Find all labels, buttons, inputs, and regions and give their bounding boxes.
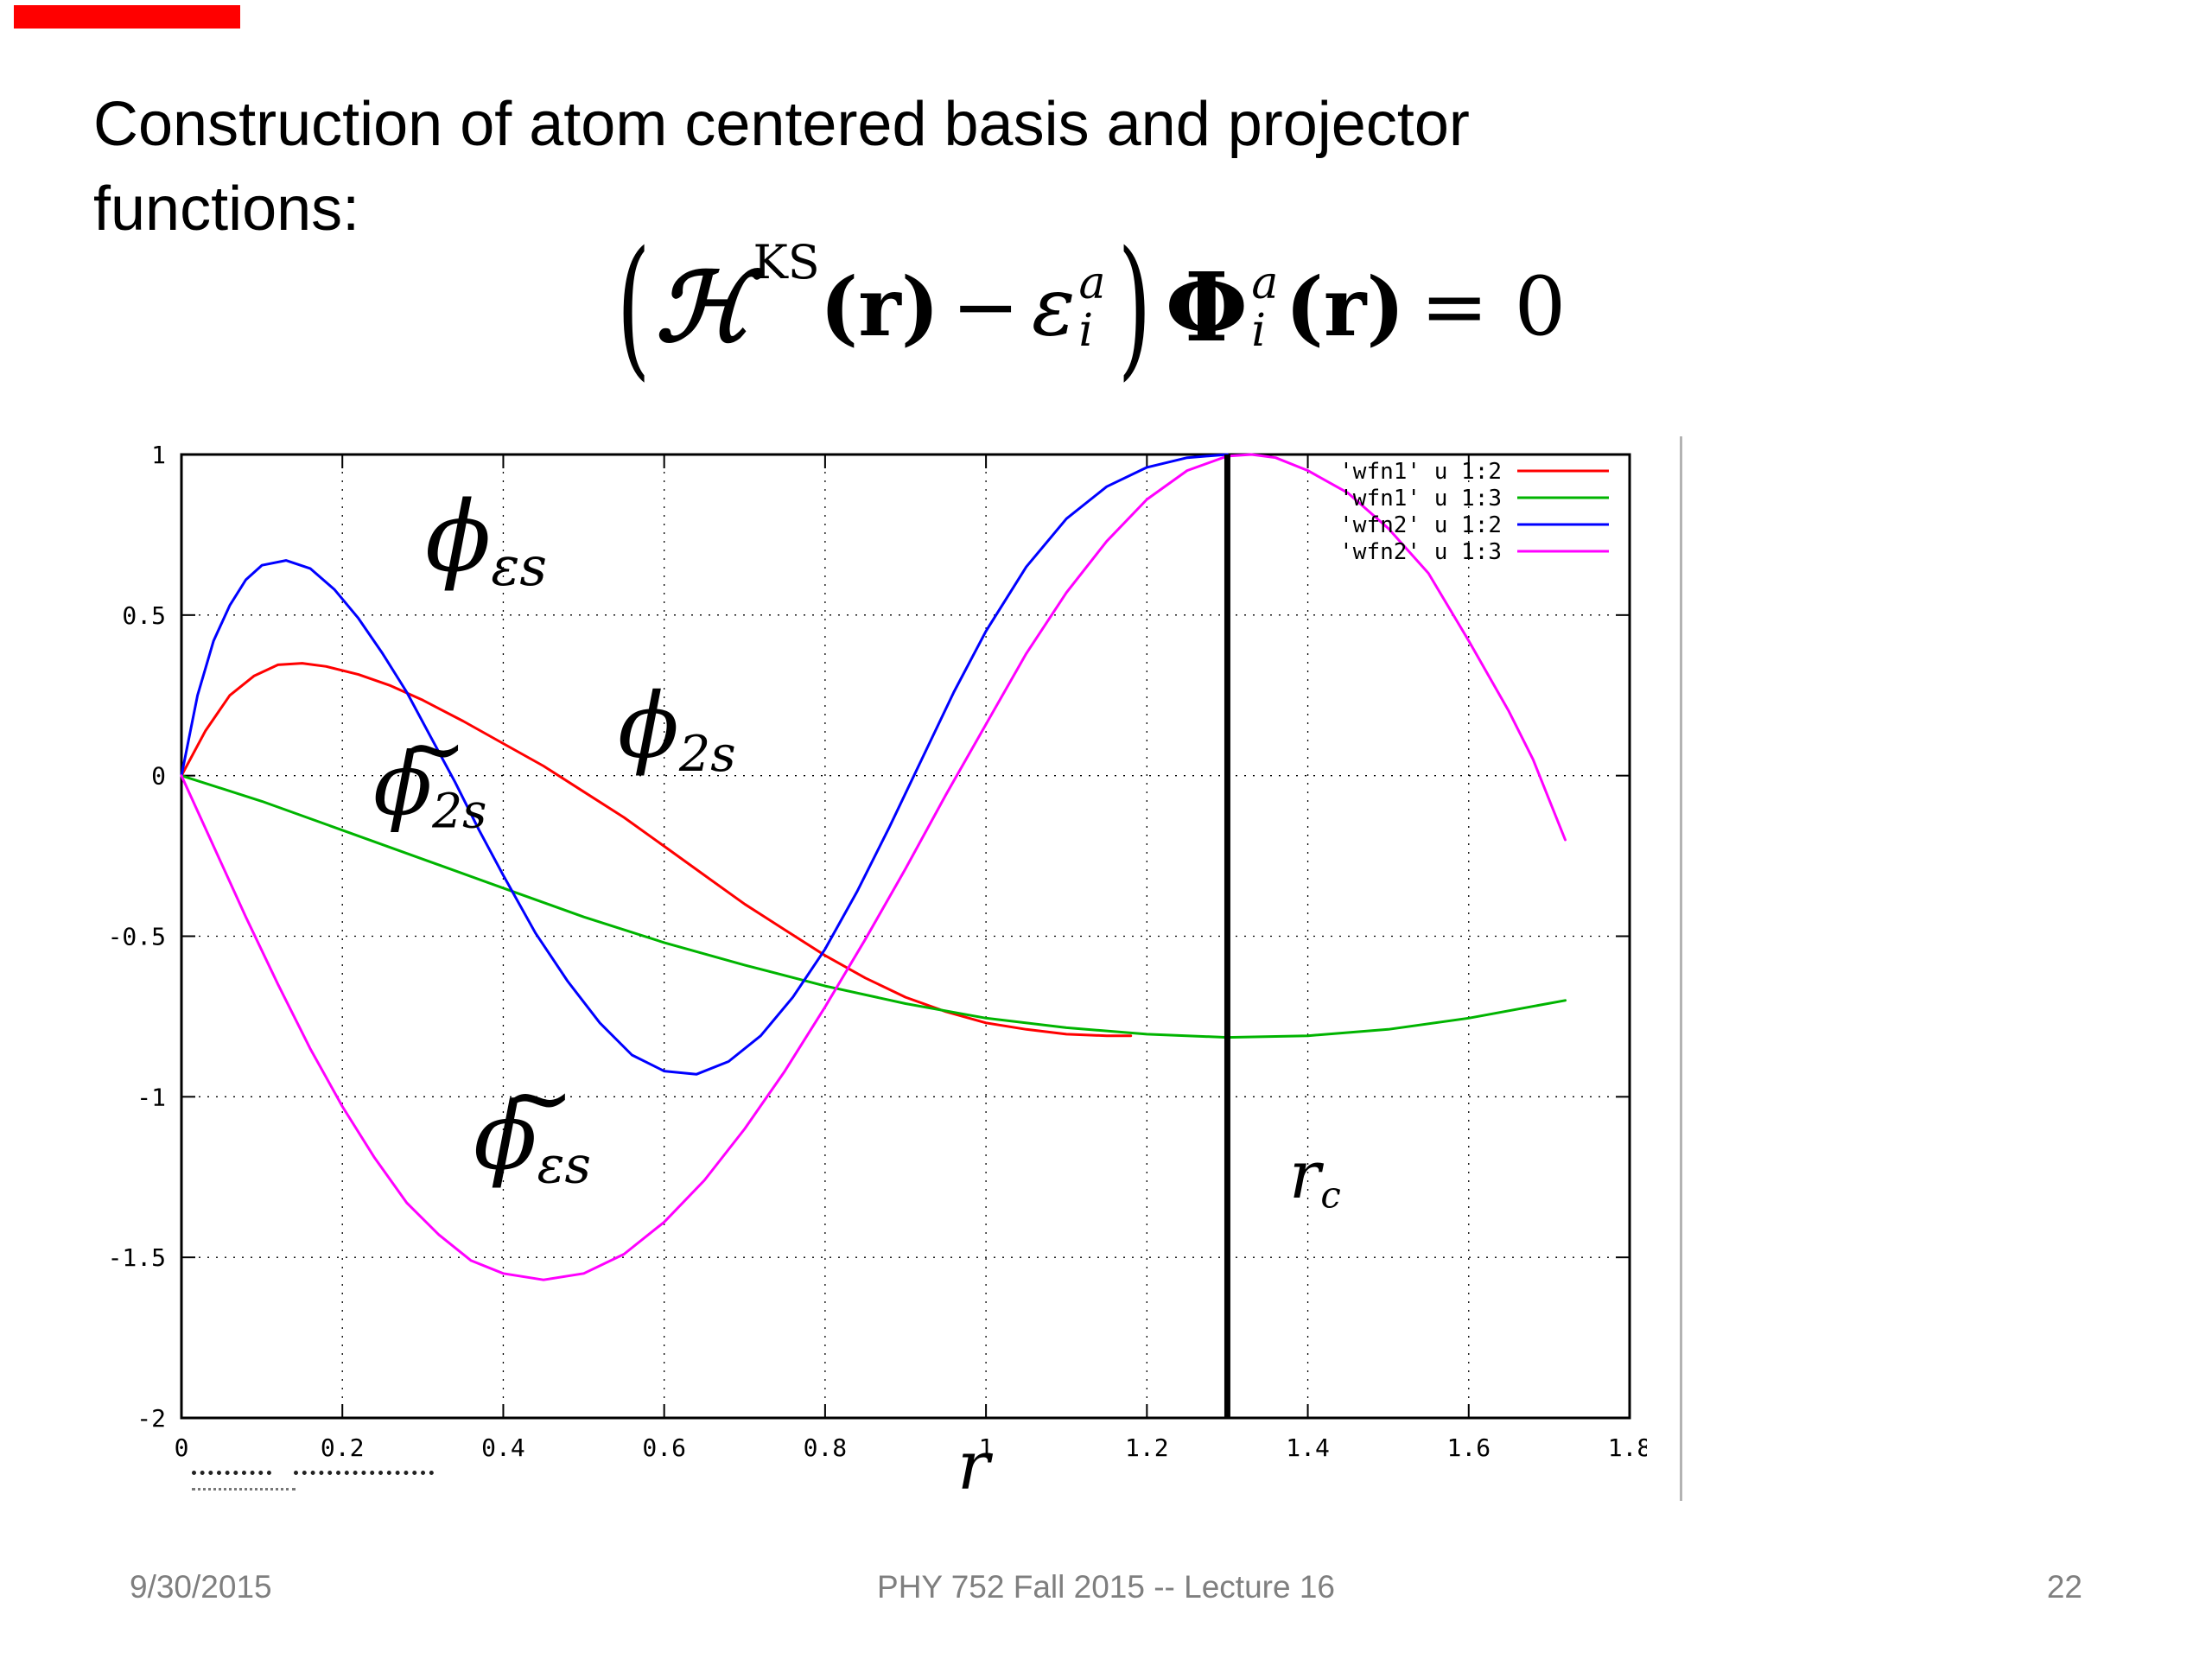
- cropped-legend-artifact: [294, 1471, 434, 1475]
- x-tick-label: 1.6: [1446, 1433, 1491, 1462]
- eq-phi-superscript: a: [1251, 257, 1279, 309]
- tilde-accent: ~: [499, 1046, 575, 1150]
- curve-phi_2s_tilde: [180, 774, 1567, 1039]
- x-tick-label: 0: [175, 1433, 189, 1462]
- eq-epsilon-superscript: a: [1078, 257, 1106, 309]
- phi-glyph: ϕ: [618, 673, 679, 779]
- slide-title-line2: functions:: [93, 174, 360, 244]
- eq-epsilon-subscript: i: [1078, 304, 1094, 357]
- curve-phi_es: [180, 453, 1229, 1076]
- eq-equals-zero: = 0: [1420, 259, 1567, 354]
- x-axis-label: r: [957, 1427, 990, 1505]
- legend-entry-label: 'wfn2' u 1:2: [1339, 512, 1502, 538]
- x-tick-label: 0.2: [321, 1433, 365, 1462]
- legend-entry-label: 'wfn1' u 1:2: [1339, 459, 1502, 485]
- footer-page-number: 22: [2046, 1569, 2082, 1605]
- eq-epsilon-indices: a i: [1078, 260, 1105, 354]
- phi-subscript: εs: [537, 1135, 591, 1196]
- label-phi-2s-tilde: ~ ϕ2s: [373, 709, 487, 839]
- x-tick-label: 0.4: [481, 1433, 525, 1462]
- x-tick-label: 1: [979, 1433, 994, 1462]
- cropped-legend-artifact: [192, 1471, 271, 1475]
- curve-phi_es_tilde: [180, 453, 1567, 1281]
- label-r-c: rc: [1289, 1142, 1341, 1214]
- eq-argument-r-2: (r): [1285, 259, 1405, 355]
- r-glyph: r: [1289, 1136, 1321, 1213]
- phi-subscript: 2s: [432, 783, 487, 839]
- y-tick-label: -0.5: [108, 923, 166, 951]
- label-phi-epsilon-s-tilde: ~ ϕεs: [474, 1054, 591, 1192]
- slide-title: Construction of atom centered basis and …: [93, 83, 1908, 252]
- plot-right-divider-line: [1680, 436, 1682, 1501]
- eq-minus-sign: −: [951, 259, 1020, 354]
- y-tick-label: 1: [151, 446, 166, 469]
- footer-course-label: PHY 752 Fall 2015 -- Lecture 16: [877, 1569, 1335, 1605]
- eq-argument-r-1: (r): [819, 259, 940, 355]
- slide-title-line1: Construction of atom centered basis and …: [93, 90, 1470, 159]
- wavefunction-plot: 0 0.2 0.4 0.6 0.8 1 1.2 1.4 1.6 1.8 1 0.5 0 -0.5 -1 -1.…: [108, 446, 1647, 1462]
- tilde-accent: ~: [397, 702, 467, 797]
- grid-lines: [181, 454, 1630, 1418]
- phi-glyph: ϕ: [373, 734, 433, 835]
- x-tick-label: 0.6: [642, 1433, 686, 1462]
- phi-subscript: 2s: [678, 726, 736, 784]
- y-tick-label: 0: [151, 762, 166, 791]
- ks-equation: ( ℋ KS (r) − ε a i ) Φ a i (r) = 0: [518, 223, 1659, 391]
- y-tick-label: -1.5: [108, 1243, 166, 1272]
- tick-labels: 0 0.2 0.4 0.6 0.8 1 1.2 1.4 1.6 1.8 1 0.5 0 -0.5 -1 -1.…: [108, 446, 1647, 1462]
- y-tick-label: 0.5: [122, 601, 166, 630]
- tick-marks: [181, 454, 1630, 1419]
- eq-phi-subscript: i: [1251, 304, 1266, 357]
- y-tick-label: -2: [137, 1404, 166, 1433]
- x-tick-label: 0.8: [804, 1433, 848, 1462]
- legend-entry-label: 'wfn2' u 1:3: [1339, 539, 1502, 565]
- x-tick-label: 1.4: [1286, 1433, 1330, 1462]
- phi-glyph: ϕ: [425, 481, 492, 594]
- curve-phi_2s: [180, 662, 1133, 1038]
- eq-right-paren: ): [1117, 218, 1152, 395]
- eq-phi-indices: a i: [1251, 260, 1278, 354]
- eq-hamiltonian-superscript: KS: [753, 235, 820, 289]
- phi-glyph: ϕ: [474, 1083, 537, 1191]
- legend-entry-label: 'wfn1' u 1:3: [1339, 486, 1502, 512]
- y-tick-label: -1: [137, 1083, 166, 1111]
- label-phi-2s: ϕ2s: [618, 681, 736, 779]
- label-phi-epsilon-s: ϕεs: [425, 489, 547, 594]
- eq-phi: Φ: [1165, 251, 1249, 363]
- legend: 'wfn1' u 1:2'wfn1' u 1:3'wfn2' u 1:2'wfn…: [1339, 459, 1609, 565]
- eq-epsilon: ε: [1032, 259, 1076, 354]
- phi-subscript: εs: [491, 536, 548, 599]
- eq-left-paren: (: [616, 218, 651, 395]
- slide-corner-accent-bar: [14, 5, 240, 29]
- r-c-subscript: c: [1320, 1173, 1341, 1217]
- footer-date: 9/30/2015: [130, 1569, 272, 1605]
- plot-area: 0 0.2 0.4 0.6 0.8 1 1.2 1.4 1.6 1.8 1 0.5 0 -0.5 -1 -1.…: [108, 446, 1647, 1462]
- x-tick-label: 1.2: [1125, 1433, 1169, 1462]
- eq-hamiltonian: ℋ: [655, 251, 750, 363]
- x-tick-label: 1.8: [1608, 1433, 1647, 1462]
- cropped-legend-artifact: [192, 1488, 296, 1491]
